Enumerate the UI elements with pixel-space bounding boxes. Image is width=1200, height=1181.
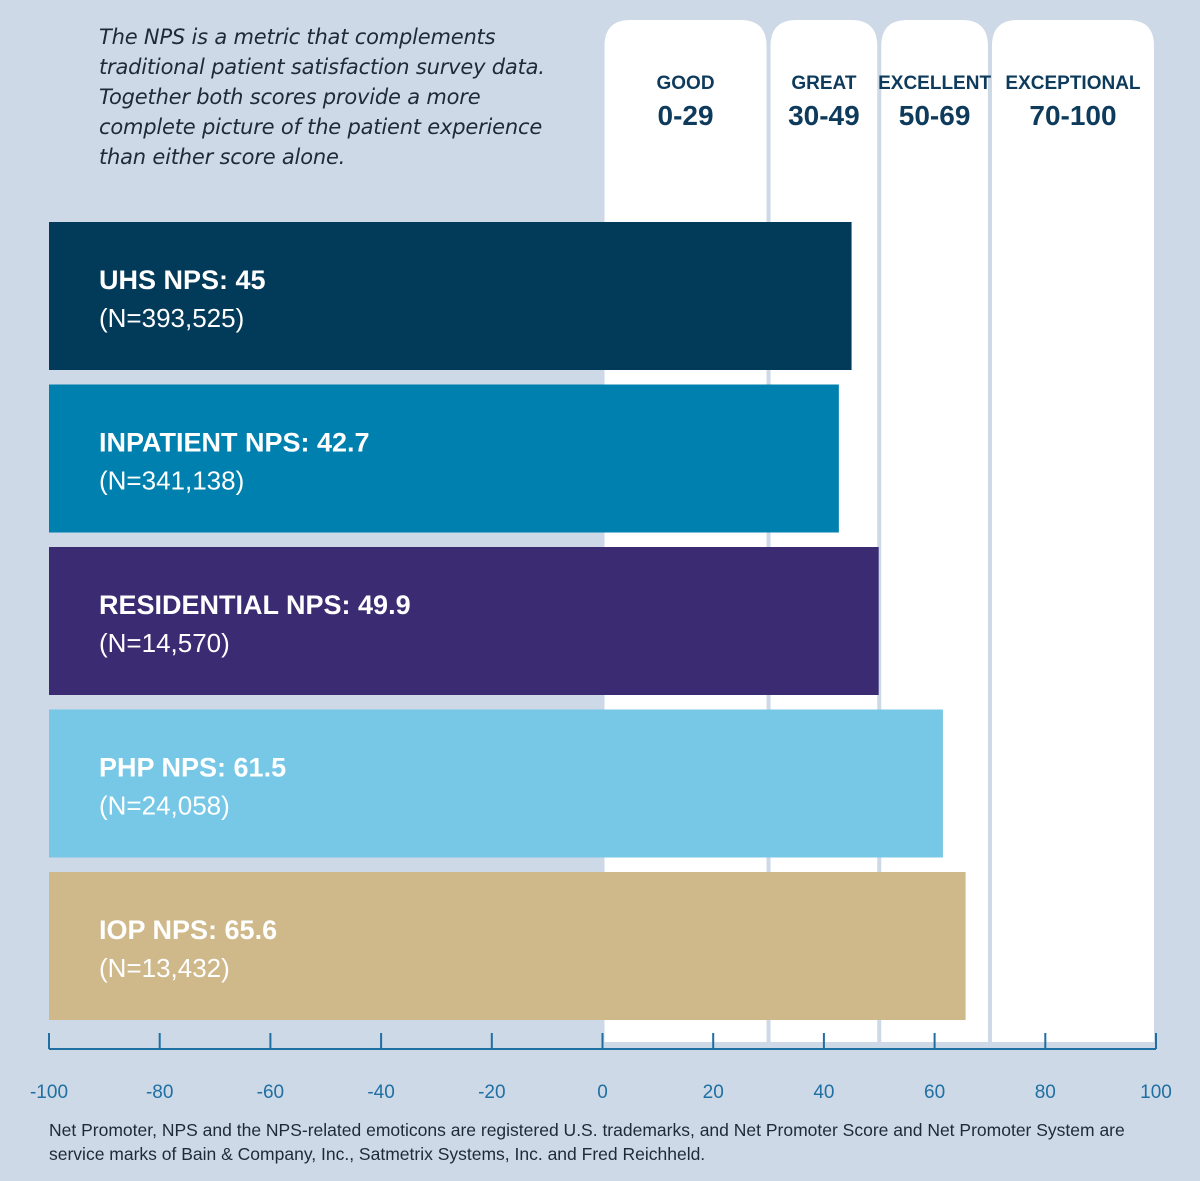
bar-label: IOP NPS: 65.6 [99, 915, 277, 945]
band-category-label: EXCELLENT [878, 73, 991, 94]
bar [49, 872, 966, 1020]
x-tick-label: 20 [703, 1082, 724, 1103]
bar-label: PHP NPS: 61.5 [99, 753, 286, 783]
bar-label: RESIDENTIAL NPS: 49.9 [99, 590, 411, 620]
band-exceptional [991, 20, 1154, 1042]
band-range-label: 30-49 [788, 100, 860, 131]
x-tick-label: -40 [367, 1082, 394, 1103]
bar-sample-size: (N=14,570) [99, 628, 230, 658]
x-tick-label: 0 [597, 1082, 608, 1103]
trademark-footnote: Net Promoter, NPS and the NPS-related em… [49, 1120, 1125, 1164]
x-tick-label: -100 [30, 1082, 68, 1103]
bar-sample-size: (N=393,525) [99, 303, 244, 333]
bar [49, 709, 943, 858]
x-tick-label: 60 [924, 1082, 945, 1103]
band-category-label: EXCEPTIONAL [1005, 73, 1141, 94]
intro-text: The NPS is a metric that complements tra… [99, 25, 545, 169]
bar [49, 384, 839, 533]
bar-sample-size: (N=341,138) [99, 466, 244, 496]
bar [49, 547, 879, 695]
band-range-label: 0-29 [658, 100, 714, 131]
band-category-label: GREAT [791, 73, 856, 94]
x-tick-label: 100 [1140, 1082, 1172, 1103]
band-range-label: 50-69 [899, 100, 971, 131]
bar-label: INPATIENT NPS: 42.7 [99, 428, 370, 458]
bar-sample-size: (N=24,058) [99, 791, 230, 821]
bar-label: UHS NPS: 45 [99, 265, 266, 295]
x-axis: -100 -80 -60 -40 -20 0 20 40 60 80 100 [30, 1033, 1172, 1103]
nps-bar-chart: GOOD 0-29 GREAT 30-49 EXCELLENT 50-69 EXCEPTIO… [30, 20, 1172, 1103]
band-category-label: GOOD [656, 73, 714, 94]
x-tick-label: -80 [146, 1082, 173, 1103]
x-tick-label: -60 [257, 1082, 284, 1103]
bar-sample-size: (N=13,432) [99, 953, 230, 983]
band-range-label: 70-100 [1029, 100, 1116, 131]
x-tick-label: 80 [1035, 1082, 1056, 1103]
x-tick-label: 40 [813, 1082, 834, 1103]
bars: UHS NPS: 45 (N=393,525) INPATIENT NPS: 42.… [49, 222, 966, 1020]
bar [49, 222, 852, 370]
x-tick-label: -20 [478, 1082, 505, 1103]
